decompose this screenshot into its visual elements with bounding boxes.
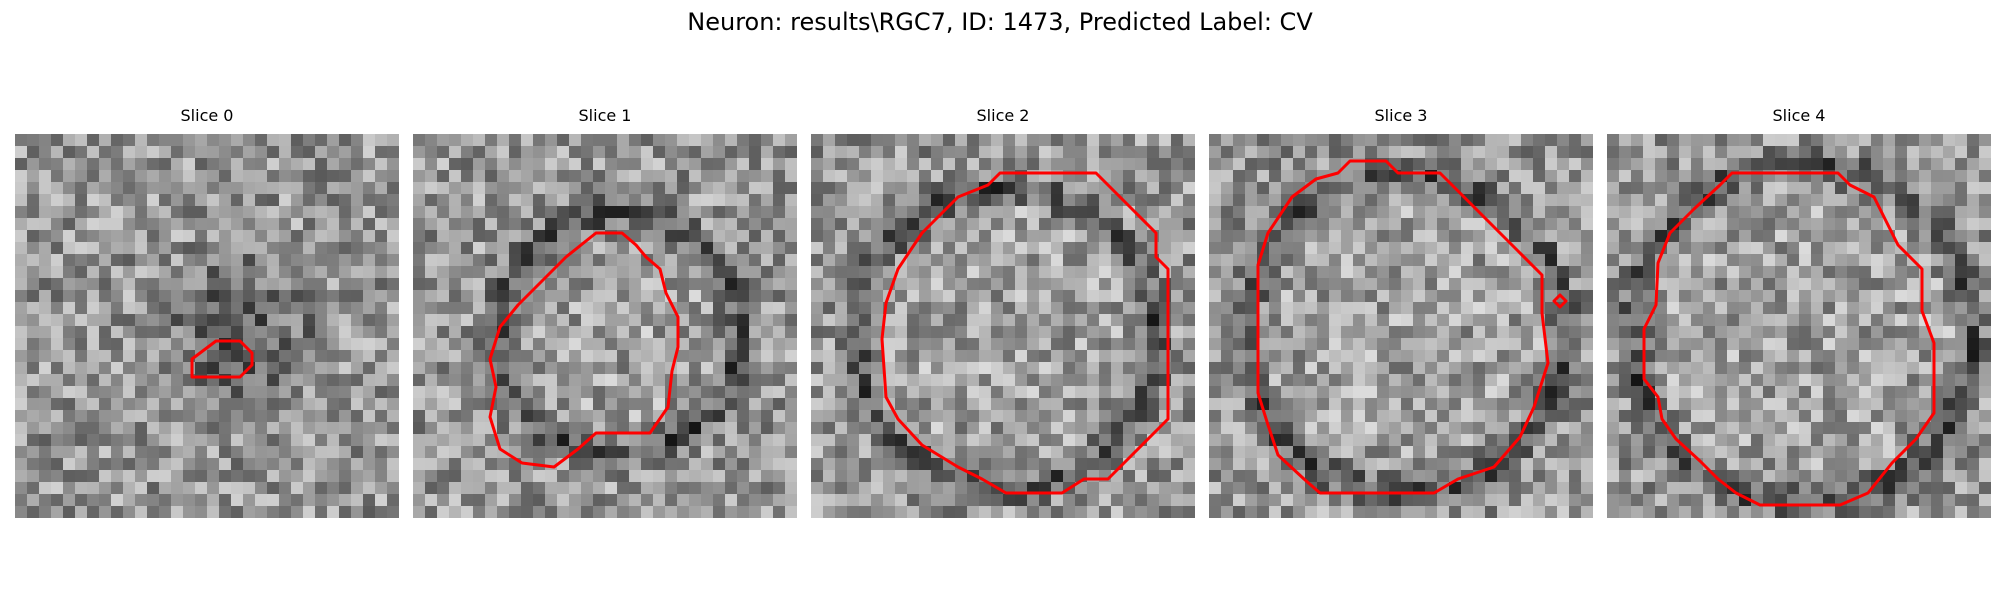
segmentation-contour [488,231,680,469]
slice-image-4 [1607,134,1991,518]
slice-image-3 [1209,134,1593,518]
slice-title: Slice 0 [180,106,234,125]
segmentation-contour [1256,159,1550,495]
slice-title: Slice 2 [976,106,1030,125]
slice-image-1 [413,134,797,518]
slice-title: Slice 4 [1772,106,1826,125]
slice-title: Slice 1 [578,106,632,125]
segmentation-contour-small [1552,293,1568,309]
slice-image-2 [811,134,1195,518]
slice-title: Slice 3 [1374,106,1428,125]
figure-title: Neuron: results\RGC7, ID: 1473, Predicte… [687,8,1313,36]
slice-image-0 [15,134,399,518]
segmentation-contour [880,171,1170,495]
segmentation-contour [1642,171,1936,507]
segmentation-contour [190,339,254,379]
